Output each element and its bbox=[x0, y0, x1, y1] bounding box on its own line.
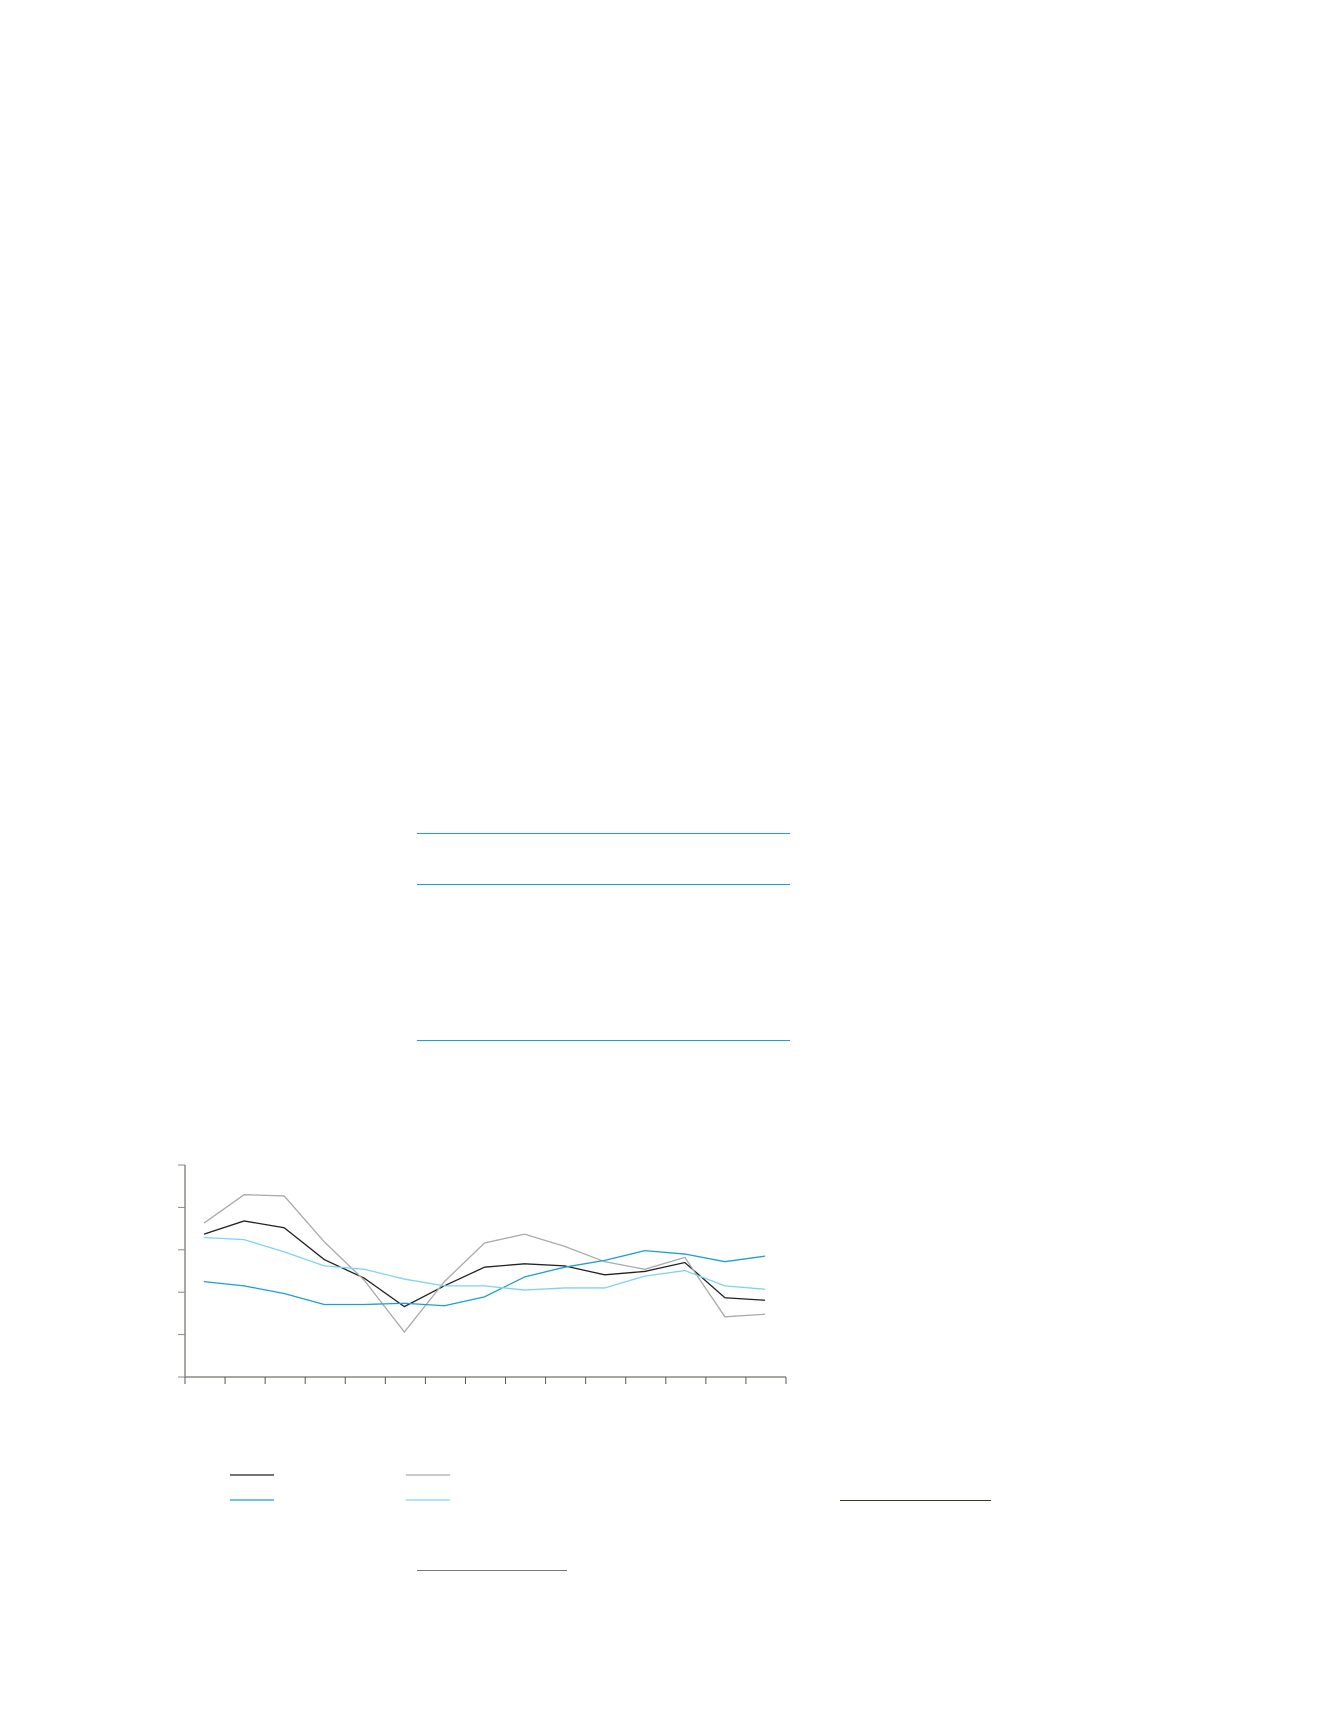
table-rule-top bbox=[417, 833, 790, 834]
series-line-1 bbox=[203, 1220, 766, 1308]
chart-axes bbox=[178, 1164, 787, 1384]
signature-line-bottom bbox=[417, 1570, 567, 1571]
chart-legend bbox=[230, 1474, 450, 1501]
table-rule-header bbox=[417, 884, 790, 885]
signature-line-right bbox=[840, 1500, 991, 1501]
chart-series bbox=[203, 1194, 766, 1334]
table-rule-bottom bbox=[417, 1040, 790, 1041]
